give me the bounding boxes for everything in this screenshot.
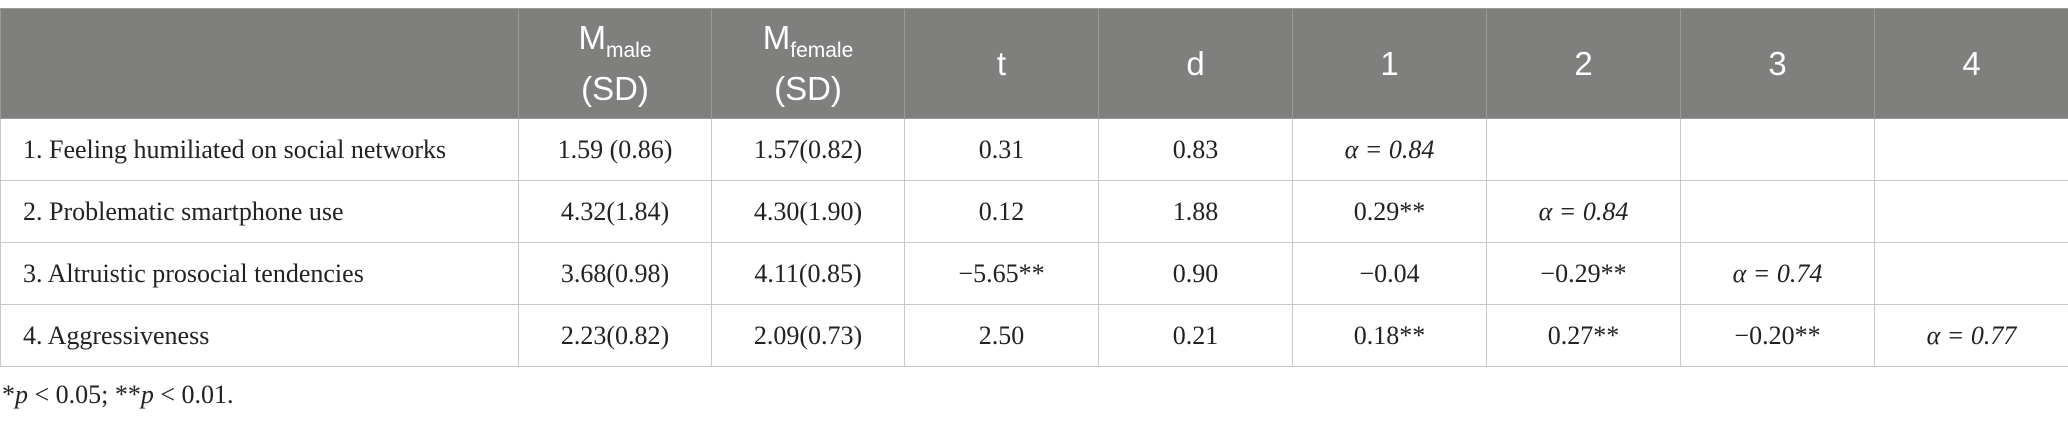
- cell-col-3: −0.20**: [1680, 304, 1875, 367]
- cell-m-male: 1.59 (0.86): [518, 118, 712, 181]
- cell-t: 0.31: [904, 118, 1099, 181]
- cell-col-4: [1874, 180, 2068, 243]
- header-col-3: 3: [1680, 8, 1875, 119]
- header-t: t: [904, 8, 1099, 119]
- cell-t: 0.12: [904, 180, 1099, 243]
- cell-t: −5.65**: [904, 242, 1099, 305]
- cell-col-3: [1680, 118, 1875, 181]
- cell-m-male: 3.68(0.98): [518, 242, 712, 305]
- cell-d: 1.88: [1098, 180, 1293, 243]
- cell-d: 0.83: [1098, 118, 1293, 181]
- footnote-p1: p: [15, 380, 28, 409]
- footnote-part2: < 0.01.: [153, 380, 234, 409]
- row-label: 1. Feeling humiliated on social networks: [0, 118, 519, 181]
- header-col-2: 2: [1486, 8, 1681, 119]
- table-row: 4. Aggressiveness 2.23(0.82) 2.09(0.73) …: [0, 304, 2068, 367]
- correlation-table: Mmale (SD) Mfemale (SD) t d 1 2 3 4 1. F…: [0, 8, 2068, 367]
- cell-col-2: α = 0.84: [1486, 180, 1681, 243]
- cell-col-1: 0.18**: [1292, 304, 1487, 367]
- footnote-part1: < 0.05; **: [28, 380, 141, 409]
- cell-m-female: 2.09(0.73): [711, 304, 905, 367]
- cell-m-female: 4.11(0.85): [711, 242, 905, 305]
- cell-col-2: −0.29**: [1486, 242, 1681, 305]
- table-row: 1. Feeling humiliated on social networks…: [0, 118, 2068, 181]
- correlation-table-container: Mmale (SD) Mfemale (SD) t d 1 2 3 4 1. F…: [0, 8, 2068, 367]
- footnote-star: *: [2, 380, 15, 409]
- header-m-male-sub: male: [605, 39, 652, 62]
- cell-d: 0.21: [1098, 304, 1293, 367]
- table-row: 2. Problematic smartphone use 4.32(1.84)…: [0, 180, 2068, 243]
- cell-m-male: 4.32(1.84): [518, 180, 712, 243]
- footnote-p2: p: [140, 380, 154, 409]
- table-footnote: *p < 0.05; **p < 0.01.: [2, 380, 234, 410]
- header-col-4: 4: [1874, 8, 2068, 119]
- header-m-female: Mfemale (SD): [711, 8, 905, 119]
- cell-col-1: 0.29**: [1292, 180, 1487, 243]
- header-m-male-main: M: [578, 19, 606, 56]
- header-m-female-sd: (SD): [774, 70, 842, 107]
- cell-col-4: [1874, 242, 2068, 305]
- cell-col-1: α = 0.84: [1292, 118, 1487, 181]
- header-m-female-main: M: [762, 19, 791, 56]
- cell-m-female: 1.57(0.82): [711, 118, 905, 181]
- cell-m-female: 4.30(1.90): [711, 180, 905, 243]
- header-m-male-sd: (SD): [581, 70, 649, 107]
- cell-d: 0.90: [1098, 242, 1293, 305]
- cell-col-2: [1486, 118, 1681, 181]
- row-label: 4. Aggressiveness: [0, 304, 519, 367]
- header-d: d: [1098, 8, 1293, 119]
- table-row: 3. Altruistic prosocial tendencies 3.68(…: [0, 242, 2068, 305]
- cell-m-male: 2.23(0.82): [518, 304, 712, 367]
- cell-col-4: α = 0.77: [1874, 304, 2068, 367]
- cell-col-3: α = 0.74: [1680, 242, 1875, 305]
- header-empty: [0, 8, 519, 119]
- cell-col-2: 0.27**: [1486, 304, 1681, 367]
- cell-col-4: [1874, 118, 2068, 181]
- cell-t: 2.50: [904, 304, 1099, 367]
- header-m-female-sub: female: [790, 39, 854, 62]
- cell-col-1: −0.04: [1292, 242, 1487, 305]
- cell-col-3: [1680, 180, 1875, 243]
- row-label: 3. Altruistic prosocial tendencies: [0, 242, 519, 305]
- header-col-1: 1: [1292, 8, 1487, 119]
- row-label: 2. Problematic smartphone use: [0, 180, 519, 243]
- header-m-male: Mmale (SD): [518, 8, 712, 119]
- header-row: Mmale (SD) Mfemale (SD) t d 1 2 3 4: [0, 8, 2068, 119]
